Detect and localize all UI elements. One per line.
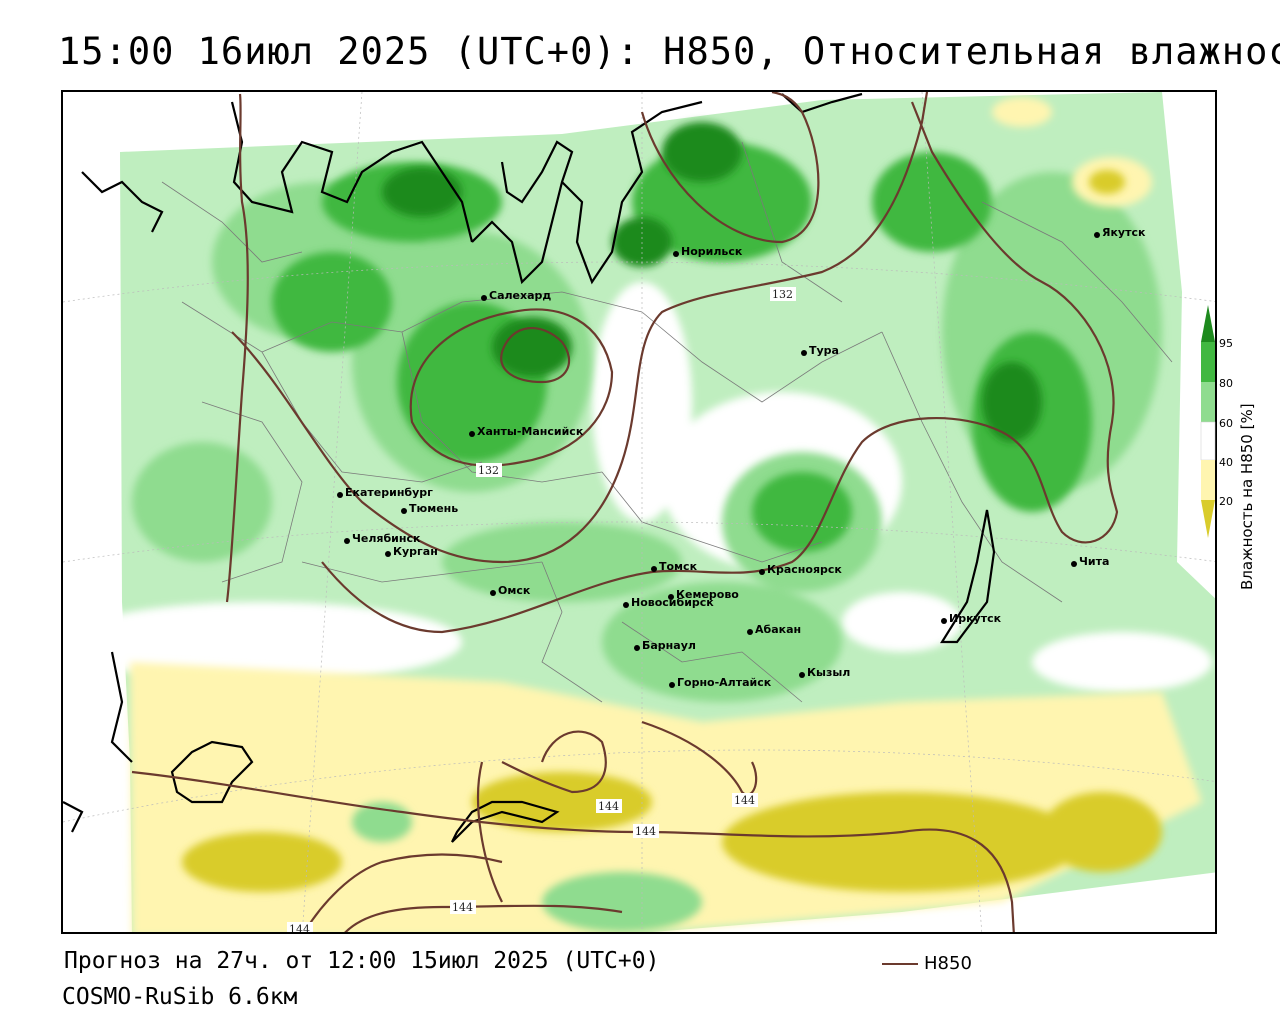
graticule	[63, 92, 1215, 932]
city-marker: Новосибирск	[623, 596, 714, 609]
city-dot-icon	[673, 251, 679, 257]
city-marker: Горно-Алтайск	[669, 676, 772, 689]
city-dot-icon	[669, 682, 675, 688]
city-label: Салехард	[489, 289, 551, 302]
city-marker: Кызыл	[799, 666, 850, 679]
city-dot-icon	[634, 645, 640, 651]
city-label: Челябинск	[352, 532, 421, 545]
city-label: Чита	[1079, 555, 1109, 568]
city-label: Кемерово	[676, 588, 739, 601]
city-label: Тура	[809, 344, 839, 357]
colorbar-tick: 80	[1219, 377, 1233, 390]
humidity-field	[63, 92, 1215, 932]
isoline-label: 132	[772, 288, 793, 301]
city-dot-icon	[469, 431, 475, 437]
isoline-label: 144	[635, 825, 656, 838]
colorbar-arrow-bottom	[1201, 500, 1215, 538]
city-label: Кызыл	[807, 666, 850, 679]
city-marker: Красноярск	[759, 563, 842, 576]
city-marker: Екатеринбург	[337, 486, 433, 499]
model-name: COSMO-RuSib 6.6км	[62, 984, 298, 1010]
city-marker: Ханты-Мансийск	[469, 425, 584, 438]
isoline-label: 144	[452, 901, 473, 914]
isoline-label: 144	[598, 800, 619, 813]
city-dot-icon	[1094, 232, 1100, 238]
city-dot-icon	[481, 295, 487, 301]
map-area[interactable]: 132 132 144 144 144 144 144 Якутск Нориль…	[61, 90, 1217, 934]
city-dot-icon	[623, 602, 629, 608]
city-marker: Якутск	[1094, 226, 1146, 239]
city-label: Якутск	[1102, 226, 1146, 239]
isoline-label: 144	[289, 923, 310, 934]
forecast-info: Прогноз на 27ч. от 12:00 15июл 2025 (UTC…	[64, 948, 660, 974]
city-label: Тюмень	[409, 502, 458, 515]
city-marker: Курган	[385, 545, 438, 558]
city-label: Томск	[659, 560, 698, 573]
city-dot-icon	[801, 350, 807, 356]
colorbar-tick: 60	[1219, 417, 1233, 430]
map-title: 15:00 16июл 2025 (UTC+0): H850, Относите…	[58, 30, 1280, 73]
city-marker: Иркутск	[941, 612, 1002, 625]
isoline-label: 132	[478, 464, 499, 477]
city-label: Новосибирск	[631, 596, 714, 609]
city-dot-icon	[651, 566, 657, 572]
city-dot-icon	[490, 590, 496, 596]
colorbar-segment	[1201, 382, 1215, 422]
h850-legend-line	[882, 963, 918, 965]
coastlines	[63, 92, 996, 843]
city-marker: Кемерово	[668, 588, 739, 601]
colorbar-segment	[1201, 460, 1215, 500]
colorbar-title: Влажность на H850 [%]	[1238, 403, 1256, 590]
humidity-colorbar: 95 80 60 40 20	[1199, 300, 1279, 600]
city-dot-icon	[337, 492, 343, 498]
city-dot-icon	[1071, 561, 1077, 567]
city-label: Абакан	[755, 623, 801, 636]
city-dot-icon	[344, 538, 350, 544]
city-label: Горно-Алтайск	[677, 676, 772, 689]
h850-legend-label: H850	[924, 953, 972, 974]
isoline-label: 144	[734, 794, 755, 807]
city-dot-icon	[759, 569, 765, 575]
city-marker: Тюмень	[401, 502, 458, 515]
city-marker: Челябинск	[344, 532, 421, 545]
city-dot-icon	[799, 672, 805, 678]
colorbar-tick: 40	[1219, 456, 1233, 469]
region-boundaries	[161, 141, 1173, 703]
city-marker: Тура	[801, 344, 839, 357]
city-marker: Салехард	[481, 289, 551, 302]
h850-isolines	[131, 92, 1119, 932]
city-marker: Чита	[1071, 555, 1109, 568]
city-dot-icon	[668, 594, 674, 600]
city-dot-icon	[747, 629, 753, 635]
cities-layer: Якутск Норильск Салехард Тура Ханты-Мансийск…	[337, 226, 1146, 689]
colorbar-segment	[1201, 342, 1215, 382]
city-label: Екатеринбург	[345, 486, 433, 499]
city-marker: Абакан	[747, 623, 801, 636]
city-label: Красноярск	[767, 563, 842, 576]
city-marker: Барнаул	[634, 639, 696, 652]
city-dot-icon	[385, 551, 391, 557]
city-marker: Томск	[651, 560, 698, 573]
city-label: Омск	[498, 584, 531, 597]
city-label: Курган	[393, 545, 438, 558]
colorbar-tick: 95	[1219, 337, 1233, 350]
city-dot-icon	[401, 508, 407, 514]
isoline-labels: 132 132 144 144 144 144 144	[287, 287, 796, 934]
city-marker: Норильск	[673, 245, 743, 258]
city-label: Барнаул	[642, 639, 696, 652]
city-marker: Омск	[490, 584, 531, 597]
city-label: Иркутск	[949, 612, 1002, 625]
colorbar-arrow-top	[1201, 305, 1215, 342]
city-dot-icon	[941, 618, 947, 624]
city-label: Ханты-Мансийск	[477, 425, 584, 438]
map-canvas: 132 132 144 144 144 144 144 Якутск Нориль…	[63, 92, 1215, 934]
colorbar-tick: 20	[1219, 495, 1233, 508]
city-label: Норильск	[681, 245, 743, 258]
colorbar-segment	[1200, 421, 1216, 461]
